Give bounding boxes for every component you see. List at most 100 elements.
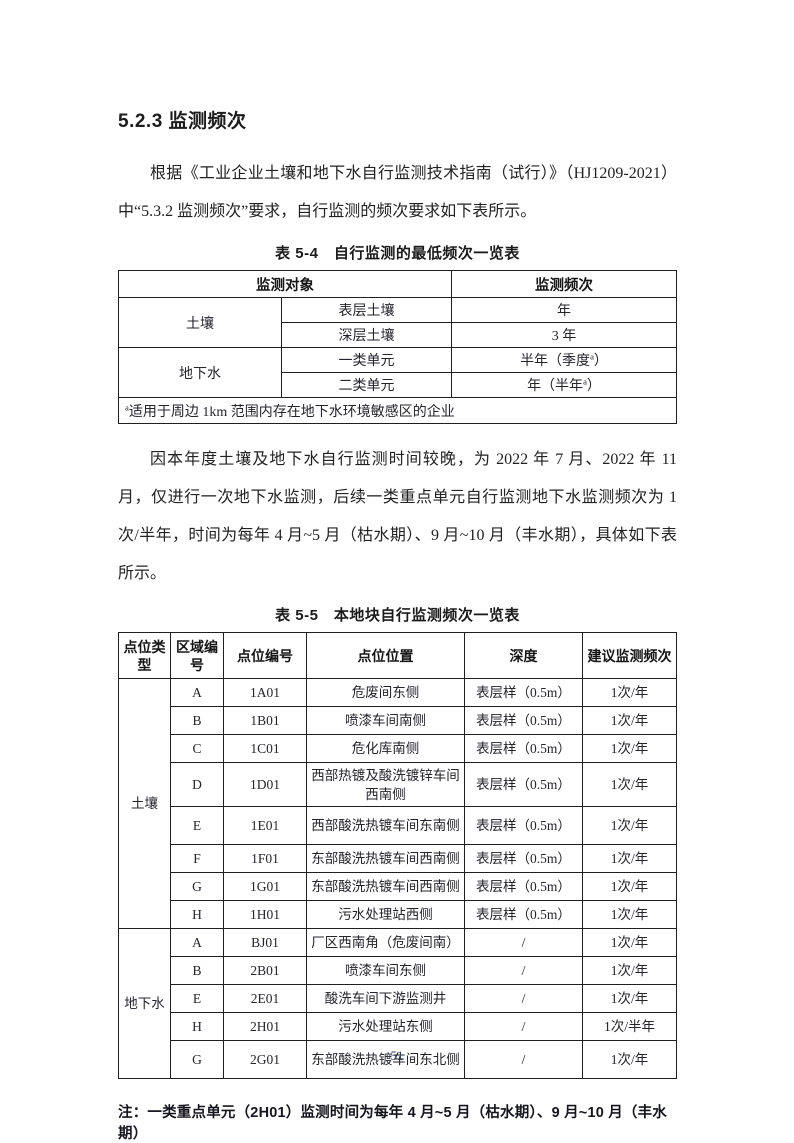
point-code: 2E01 [223,984,307,1013]
page-number: 51 [390,1048,404,1063]
table-row: E 1E01 西部酸洗热镀车间东南侧 表层样（0.5m） 1次/年 [119,806,677,845]
table5-category-soil: 土壤 [118,678,171,929]
table-row: H 2H01 污水处理站东侧 / 1次/半年 [119,1012,677,1041]
section-heading: 5.2.3 监测频次 [118,111,247,132]
table-row: H 1H01 污水处理站西侧 表层样（0.5m） 1次/年 [119,900,677,929]
table4-row-surface-soil: 土壤 表层土壤 年 [118,297,677,348]
depth: 表层样（0.5m） [464,706,583,735]
point-code: 2B01 [223,956,307,985]
table-row: 土壤 A 1A01 危废间东侧 表层样（0.5m） 1次/年 [118,678,677,929]
point-location: 厂区西南角（危废间南） [306,928,465,957]
table-row: 地下水 A BJ01 厂区西南角（危废间南） / 1次/年 [118,928,677,1079]
frequency: 1次/年 [582,678,677,707]
area-code: E [170,984,224,1013]
depth: 表层样（0.5m） [464,734,583,763]
table5-header-point-code: 点位编号 [223,632,307,679]
footnote-marker: a [125,401,129,412]
footnote-marker: a [583,376,587,387]
table4-subtype: 二类单元 [281,372,452,398]
area-code: D [170,762,224,807]
area-code: A [170,678,224,707]
area-code: C [170,734,224,763]
table4-row-class1-unit: 地下水 一类单元 半年（季度a） [118,347,677,398]
point-location: 污水处理站东侧 [306,1012,465,1041]
frequency-text: 年（半年 [527,379,584,394]
table5-header-location: 点位位置 [306,632,465,679]
point-location: 东部酸洗热镀车间东北侧 [306,1040,465,1079]
depth: / [464,1012,583,1041]
table4-subtype: 表层土壤 [281,297,452,323]
frequency-tail: ） [593,354,608,369]
point-location: 东部酸洗热镀车间西南侧 [306,872,465,901]
table-row: F 1F01 东部酸洗热镀车间西南侧 表层样（0.5m） 1次/年 [119,844,677,873]
table-row: B 2B01 喷漆车间东侧 / 1次/年 [119,956,677,985]
point-location: 危化库南侧 [306,734,465,763]
table-row: G 1G01 东部酸洗热镀车间西南侧 表层样（0.5m） 1次/年 [119,872,677,901]
area-code: A [170,928,224,957]
point-code: 1B01 [223,706,307,735]
table5-header-point-type: 点位类型 [118,632,171,679]
frequency: 1次/年 [582,734,677,763]
table4-frequency: 3 年 [451,322,677,348]
table4-row-class2-unit: 二类单元 年（半年a） [119,372,677,398]
frequency: 1次/年 [582,928,677,957]
table5-header-area-code: 区域编号 [170,632,224,679]
table4-footnote: a适用于周边 1km 范围内存在地下水环境敏感区的企业 [118,397,677,424]
depth: 表层样（0.5m） [464,806,583,845]
area-code: H [170,1012,224,1041]
point-location: 污水处理站西侧 [306,900,465,929]
table4-frequency: 年（半年a） [451,372,677,398]
frequency: 1次/年 [582,762,677,807]
frequency: 1次/年 [582,844,677,873]
paragraph-intro: 根据《工业企业土壤和地下水自行监测技术指南（试行）》（HJ1209-2021）中… [118,165,677,220]
point-location: 喷漆车间东侧 [306,956,465,985]
frequency-text: 年 [557,304,571,319]
table4-header-frequency: 监测频次 [451,270,677,298]
table4-frequency: 年 [451,297,677,323]
point-code: BJ01 [223,928,307,957]
frequency-tail: ） [586,379,601,394]
area-code: B [170,956,224,985]
area-code: G [170,1040,224,1079]
table5-header-frequency: 建议监测频次 [582,632,677,679]
table4-header-row: 监测对象 监测频次 [118,270,677,298]
table-minimum-frequency: 监测对象 监测频次 土壤 表层土壤 年 深层土壤 3 年 地下水 一类单元 半年… [118,270,677,424]
table-row: E 2E01 酸洗车间下游监测井 / 1次/年 [119,984,677,1013]
depth: 表层样（0.5m） [464,678,583,707]
depth: / [464,928,583,957]
area-code: G [170,872,224,901]
area-code: B [170,706,224,735]
frequency-text: 半年（季度 [520,354,591,369]
frequency: 1次/年 [582,900,677,929]
table5-header-depth: 深度 [464,632,583,679]
point-code: 1F01 [223,844,307,873]
frequency: 1次/年 [582,956,677,985]
frequency: 1次/年 [582,706,677,735]
footnote-marker: a [590,351,594,362]
table4-subtype: 深层土壤 [281,322,452,348]
table-row: B 1B01 喷漆车间南侧 表层样（0.5m） 1次/年 [119,706,677,735]
frequency-text: 3 年 [551,329,577,344]
point-location: 西部酸洗热镀车间东南侧 [306,806,465,845]
table5-caption: 表 5-5 本地块自行监测频次一览表 [275,607,520,624]
point-code: 1A01 [223,678,307,707]
table4-row-deep-soil: 深层土壤 3 年 [119,322,677,348]
table4-category-soil: 土壤 [118,297,282,348]
depth: / [464,956,583,985]
point-location: 东部酸洗热镀车间西南侧 [306,844,465,873]
point-location: 喷漆车间南侧 [306,706,465,735]
table4-frequency: 半年（季度a） [451,347,677,373]
table-row: G 2G01 东部酸洗热镀车间东北侧 / 1次/年 [119,1040,677,1079]
point-location: 西部热镀及酸洗镀锌车间西南侧 [306,762,465,807]
frequency: 1次/年 [582,984,677,1013]
depth: 表层样（0.5m） [464,900,583,929]
frequency: 1次/年 [582,806,677,845]
point-code: 1D01 [223,762,307,807]
frequency: 1次/年 [582,872,677,901]
area-code: F [170,844,224,873]
point-location: 危废间东侧 [306,678,465,707]
table-row: C 1C01 危化库南侧 表层样（0.5m） 1次/年 [119,734,677,763]
point-location: 酸洗车间下游监测井 [306,984,465,1013]
table4-category-groundwater: 地下水 [118,347,282,398]
